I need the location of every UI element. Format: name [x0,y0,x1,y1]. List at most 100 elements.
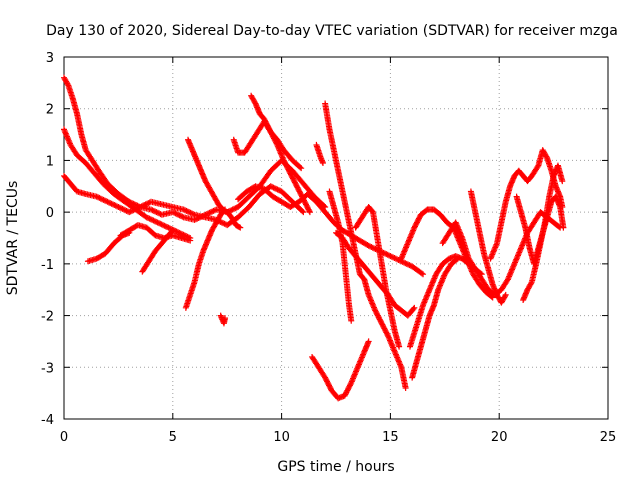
data-point [209,208,216,215]
data-point [130,207,137,214]
data-point [149,207,156,214]
y-tick-label: -2 [41,310,54,325]
data-point [319,160,326,167]
data-point [176,212,183,219]
series-arc-w [467,188,509,306]
data-point [210,207,217,214]
x-tick-label: 10 [273,430,290,445]
data-point [154,219,161,226]
data-point [392,255,399,262]
data-point [143,200,150,207]
data-point [410,305,417,312]
data-point [164,224,171,231]
data-point [169,227,176,234]
y-tick-label: 3 [46,51,54,66]
x-tick-label: 20 [491,430,508,445]
data-point [371,245,378,252]
data-point [100,196,107,203]
data-point [179,213,186,220]
series-arc-o [309,338,372,402]
y-tick-label: -1 [41,258,54,273]
data-point [387,253,394,260]
y-tick-label: -3 [41,361,54,376]
data-point [107,200,114,207]
data-point [297,164,304,171]
data-point [158,221,165,228]
data-point [300,209,307,216]
data-point [306,207,313,214]
data-point [115,203,122,210]
series-arc-g [182,206,229,311]
data-point [103,198,110,205]
data-point [406,262,413,269]
y-tick-label: 2 [46,103,54,118]
data-point [560,224,567,231]
x-tick-label: 0 [60,430,68,445]
data-point [402,384,409,391]
data-point [191,216,198,223]
data-point [418,270,425,277]
y-tick-label: -4 [41,413,54,428]
data-point [275,187,282,194]
data-point [153,209,160,216]
series-arc-t [406,253,485,350]
data-point [269,183,276,190]
data-point [118,205,125,212]
data-point [177,230,184,237]
data-point [131,206,138,213]
y-tick-label: 1 [46,154,54,169]
data-point [148,206,155,213]
data-point [411,304,418,311]
data-point [109,201,116,208]
data-point [368,244,375,251]
data-point [231,205,237,212]
data-point [177,213,184,220]
data-point [186,209,193,216]
data-point [391,255,398,262]
tick-labels: 0 5 10 15 20 25 -4 -3 -2 -1 0 1 2 3 [41,51,616,445]
x-tick-label: 5 [169,430,177,445]
data-point [403,260,410,267]
data-point [114,203,121,210]
data-point [369,244,376,251]
data-marks [61,74,567,402]
data-point [180,206,187,213]
data-point [172,210,179,217]
data-point [298,165,305,172]
data-point [367,243,373,250]
series-arc-v [439,209,564,298]
data-point [153,218,160,225]
data-point [160,222,167,229]
data-point [108,200,115,207]
data-point [156,210,163,217]
data-point [453,256,460,263]
data-point [365,338,372,345]
data-point [299,208,306,215]
data-point [232,205,239,212]
data-point [190,211,197,218]
data-point [528,280,535,287]
axis-ticks [63,56,609,420]
data-point [543,153,550,160]
data-point [271,185,278,192]
data-point [161,222,168,229]
data-point [126,209,133,216]
data-point [273,185,280,192]
data-point [347,381,354,388]
data-point [183,207,190,214]
data-point [364,242,371,249]
data-point [147,216,154,223]
data-point [274,186,281,193]
data-point [390,254,397,261]
y-tick-label: 0 [46,206,54,221]
data-point [534,163,541,170]
data-point [559,178,566,185]
data-point [237,224,244,231]
data-point [454,255,461,262]
data-point [96,194,103,201]
series-arc-u [409,255,461,381]
series-arc-m [313,141,326,167]
data-point [267,183,274,190]
data-point [165,224,172,231]
data-point [154,209,161,216]
